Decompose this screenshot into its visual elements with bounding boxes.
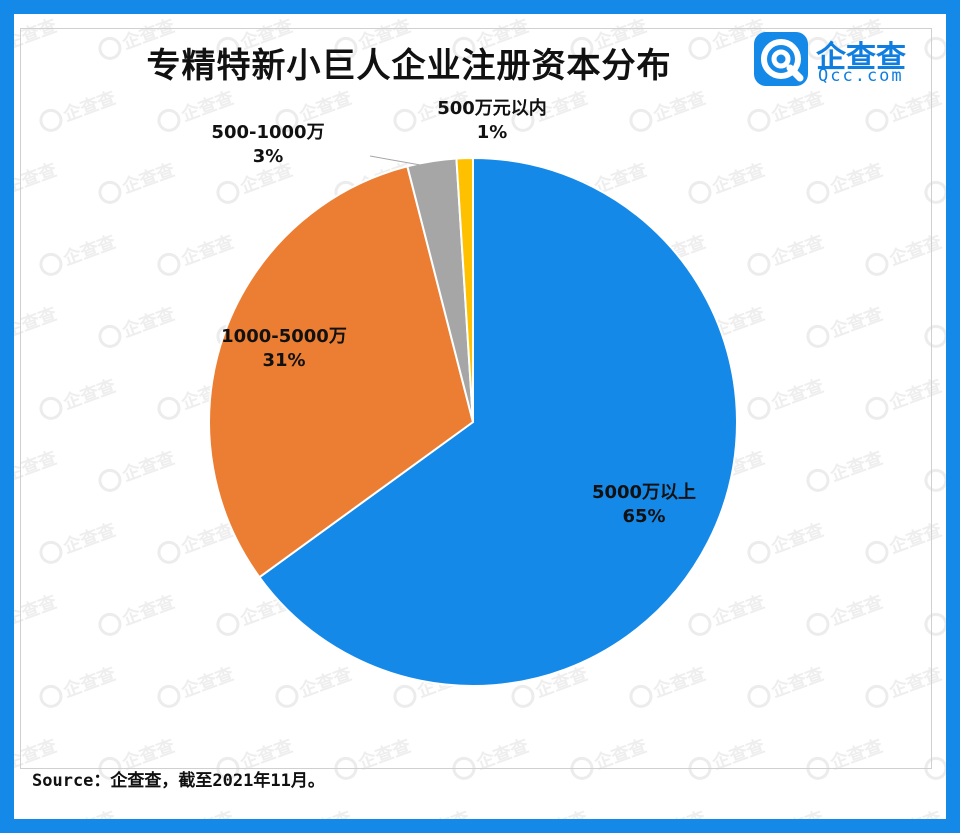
slice-percent-label-3: 1% bbox=[477, 122, 508, 143]
plot-area-border bbox=[20, 28, 932, 769]
qcc-logo: 企查查 Qcc.com bbox=[754, 32, 934, 92]
qcc-logo-icon bbox=[754, 32, 808, 86]
qcc-logo-glyph bbox=[761, 39, 804, 82]
pie-slice-0 bbox=[258, 156, 738, 687]
logo-text-en: Qcc.com bbox=[818, 66, 904, 86]
pie-slice-3 bbox=[455, 156, 474, 423]
slice-label-3: 500万元以内 bbox=[437, 97, 547, 119]
source-note: Source：企查查，截至2021年11月。 bbox=[32, 771, 325, 791]
logo-text-cn: 企查查 bbox=[816, 40, 906, 75]
leader-line-2 bbox=[369, 155, 427, 167]
pie-slice-1 bbox=[208, 165, 475, 579]
chart-title: 专精特新小巨人企业注册资本分布 bbox=[146, 46, 672, 86]
slice-percent-label-0: 65% bbox=[622, 506, 665, 527]
slice-label-0: 5000万以上 bbox=[592, 482, 696, 503]
slice-percent-label-2: 3% bbox=[253, 146, 284, 167]
chart-card: 企查查 企查查 企查查 企查查 企查查 企查查 企查查 企查查 企查查 企查查 企查查 企查查 企查查企… bbox=[14, 14, 946, 819]
pie-chart: 5000万以上 65% 1000-5000万 31% 500-1000万 3% 500万元以… bbox=[208, 97, 738, 687]
slice-label-1: 1000-5000万 bbox=[221, 326, 347, 347]
slice-label-2: 500-1000万 bbox=[211, 122, 324, 143]
slice-percent-label-1: 31% bbox=[262, 350, 305, 371]
